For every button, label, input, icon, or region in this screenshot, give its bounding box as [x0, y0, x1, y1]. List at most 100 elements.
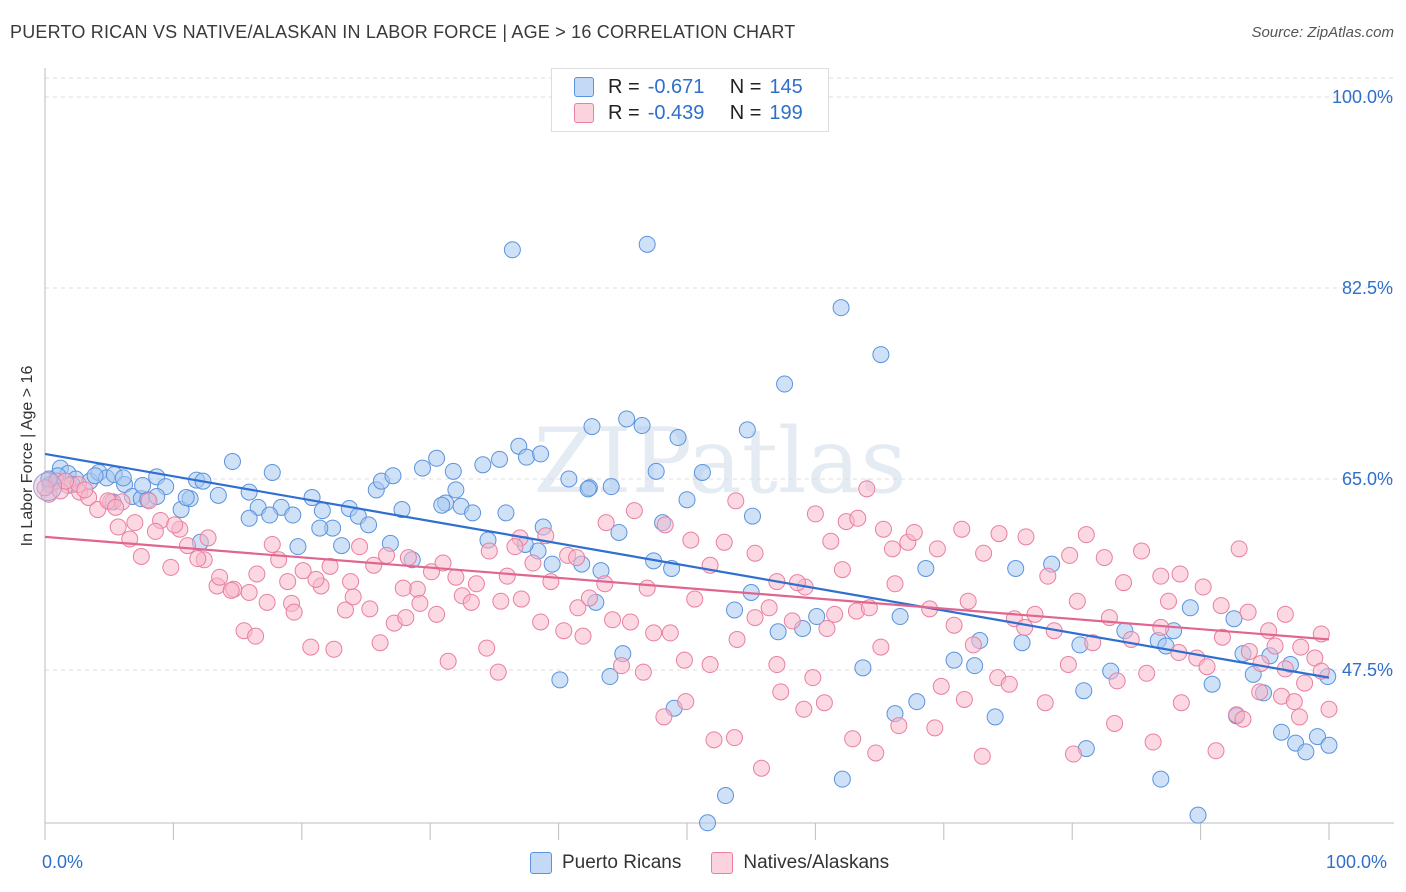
data-point: [715, 533, 733, 551]
series-label-natives: Natives/Alaskans: [743, 852, 890, 873]
data-point: [462, 593, 480, 611]
data-point: [738, 421, 756, 439]
series-natives-alaskans: [36, 472, 1338, 777]
series-legend-item-natives[interactable]: Natives/Alaskans: [711, 852, 889, 874]
legend-swatch-natives: [574, 103, 594, 123]
data-point: [633, 417, 651, 435]
data-point: [492, 592, 510, 610]
data-point: [746, 609, 764, 627]
data-point: [1000, 675, 1018, 693]
data-point: [752, 759, 770, 777]
data-point: [307, 570, 325, 588]
data-point: [883, 540, 901, 558]
data-point: [872, 638, 890, 656]
data-point: [1251, 683, 1269, 701]
data-point: [675, 651, 693, 669]
series-legend-item-puerto-ricans[interactable]: Puerto Ricans: [530, 852, 681, 874]
data-point: [686, 590, 704, 608]
data-point: [223, 453, 241, 471]
data-point: [1152, 567, 1170, 585]
data-point: [384, 467, 402, 485]
data-point: [905, 523, 923, 541]
data-point: [776, 375, 794, 393]
data-point: [114, 469, 132, 487]
data-point: [682, 531, 700, 549]
data-point: [1039, 567, 1057, 585]
data-point: [1292, 638, 1310, 656]
data-point: [638, 579, 656, 597]
data-point: [1160, 592, 1177, 610]
data-point: [1272, 723, 1290, 741]
data-point: [788, 574, 806, 592]
data-point: [858, 480, 876, 498]
data-point: [474, 456, 492, 474]
data-point: [990, 525, 1008, 543]
data-point: [959, 592, 977, 610]
y-tick-label: 82.5%: [1342, 278, 1393, 298]
data-point: [908, 693, 926, 711]
data-point: [655, 708, 673, 726]
data-point: [783, 612, 801, 630]
data-point: [325, 640, 343, 658]
stats-legend-row-puerto-ricans: R = -0.671 N = 145: [574, 75, 803, 99]
data-point: [1297, 743, 1315, 761]
data-point: [854, 659, 872, 677]
data-point: [768, 656, 786, 674]
data-point: [240, 584, 258, 602]
data-point: [532, 613, 550, 631]
data-point: [1276, 605, 1294, 623]
data-point: [795, 700, 813, 718]
data-point: [261, 506, 279, 524]
data-point: [618, 410, 636, 428]
data-point: [1225, 610, 1243, 628]
y-axis-label: In Labor Force | Age > 16: [19, 365, 36, 547]
data-point: [333, 537, 351, 555]
data-point: [132, 547, 150, 565]
data-point: [408, 580, 426, 598]
data-point: [263, 535, 281, 553]
trend-line-natives-alaskans: [44, 535, 1330, 641]
series-legend: Puerto Ricans Natives/Alaskans: [530, 852, 919, 874]
data-point: [705, 731, 723, 749]
data-point: [146, 522, 164, 540]
data-point: [361, 600, 379, 618]
data-point: [166, 516, 184, 534]
data-point: [844, 730, 862, 748]
data-point: [1308, 728, 1326, 746]
data-point: [393, 501, 411, 519]
data-point: [1059, 656, 1077, 674]
data-point: [953, 520, 971, 538]
data-point: [804, 669, 822, 687]
series-puerto-ricans: [40, 235, 1338, 832]
data-point: [726, 601, 744, 619]
data-point: [597, 514, 615, 532]
data-point: [313, 502, 331, 520]
data-point: [518, 448, 535, 466]
data-point: [833, 770, 851, 788]
grid: [45, 77, 1394, 671]
data-point: [973, 747, 991, 765]
data-point: [928, 540, 946, 558]
data-point: [596, 575, 614, 593]
n-value: 145: [769, 75, 803, 98]
data-point: [439, 652, 457, 670]
data-point: [727, 492, 745, 510]
data-point: [464, 504, 482, 522]
data-point: [560, 470, 578, 488]
data-point: [772, 683, 790, 701]
trend-lines: [44, 452, 1330, 679]
data-point: [109, 518, 127, 536]
data-point: [555, 622, 573, 640]
data-point: [1144, 733, 1162, 751]
data-point: [1026, 605, 1044, 623]
data-point: [693, 463, 711, 481]
x-tick-label-min: 0.0%: [42, 852, 84, 872]
data-point: [480, 542, 498, 560]
data-point: [822, 532, 840, 550]
data-point: [1181, 599, 1199, 617]
data-point: [656, 516, 674, 534]
data-point: [580, 589, 598, 607]
stats-legend: R = -0.671 N = 145 R = -0.439 N = 199: [551, 68, 829, 132]
data-point: [447, 568, 465, 586]
series-swatch-natives: [711, 852, 734, 874]
